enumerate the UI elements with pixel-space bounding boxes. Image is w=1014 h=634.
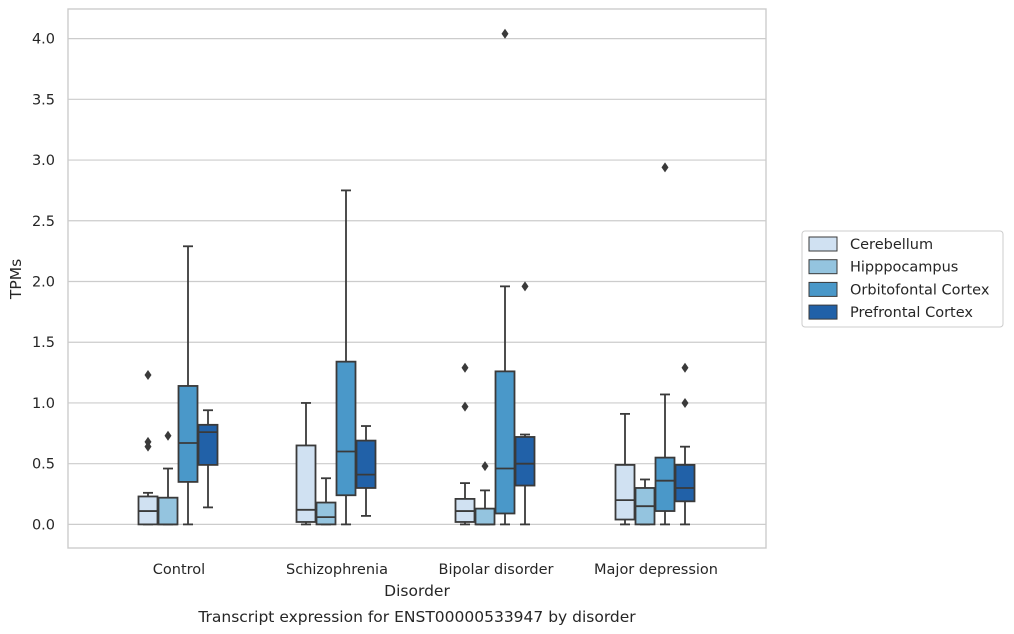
outlier-point [501,28,509,39]
box [514,436,536,487]
box [614,463,636,521]
box-group [295,402,317,526]
x-axis-title: Disorder [384,582,450,600]
box-groups [137,28,696,526]
x-tick-label: Bipolar disorder [439,562,554,578]
legend-swatch [808,281,838,297]
box [355,439,377,489]
outlier-point [481,461,489,472]
box-group [157,430,179,526]
x-tick-label: Control [153,562,205,578]
legend-swatch [808,236,838,252]
box [157,496,179,526]
box [654,456,676,512]
y-tick-label: 0.0 [32,517,55,533]
y-tick-labels: 0.0 0.5 1.0 1.5 2.0 2.5 3.0 3.5 4.0 [32,32,55,534]
legend-label: Prefrontal Cortex [850,305,973,321]
box-group [674,362,696,526]
chart-caption: Transcript expression for ENST0000053394… [197,608,636,626]
y-tick-label: 2.0 [32,275,55,291]
outlier-point [164,430,172,441]
box-group [514,281,536,526]
legend-label: Hipppocampus [850,260,958,276]
y-tick-label: 0.5 [32,457,55,473]
y-tick-label: 4.0 [32,32,55,48]
box-group [335,189,357,526]
box [674,463,696,503]
legend-label: Orbitofontal Cortex [850,282,990,298]
box-group [474,461,496,526]
y-tick-label: 3.0 [32,153,55,169]
plot-frame [67,8,767,549]
x-tick-label: Major depression [594,562,718,578]
y-tick-label: 2.5 [32,214,55,230]
outlier-point [461,401,469,412]
outlier-point [661,162,669,173]
box-group [315,477,337,526]
legend-swatch [808,304,838,320]
box [335,360,357,497]
box-group [614,412,636,526]
x-tick-label: Schizophrenia [286,562,388,578]
legend-frame [801,230,1004,328]
box-group [454,362,476,526]
y-axis-title: TPMs [7,259,25,300]
outlier-point [521,281,529,292]
box-group [197,409,219,509]
box-group [177,245,199,526]
box-group [355,425,377,517]
legend-swatch [808,259,838,275]
box [494,370,516,515]
outlier-point [681,397,689,408]
outlier-point [144,436,152,447]
outlier-point [681,362,689,373]
box-group [494,28,516,526]
outlier-point [144,370,152,381]
box [177,385,199,483]
outlier-point [461,362,469,373]
box [474,507,496,526]
box [295,444,317,523]
y-tick-label: 3.5 [32,92,55,108]
y-gridlines [68,37,766,526]
box [197,423,219,466]
box-group [654,162,676,526]
legend-label: Cerebellum [850,237,933,253]
x-tick-labels: Control Schizophrenia Bipolar disorder Majo… [153,562,718,578]
box-group [137,370,159,526]
y-tick-label: 1.5 [32,335,55,351]
box [315,501,337,526]
box-group [634,478,656,526]
y-tick-label: 1.0 [32,396,55,412]
legend: Cerebellum Hipppocampus Orbitofontal Corte… [801,230,1004,328]
